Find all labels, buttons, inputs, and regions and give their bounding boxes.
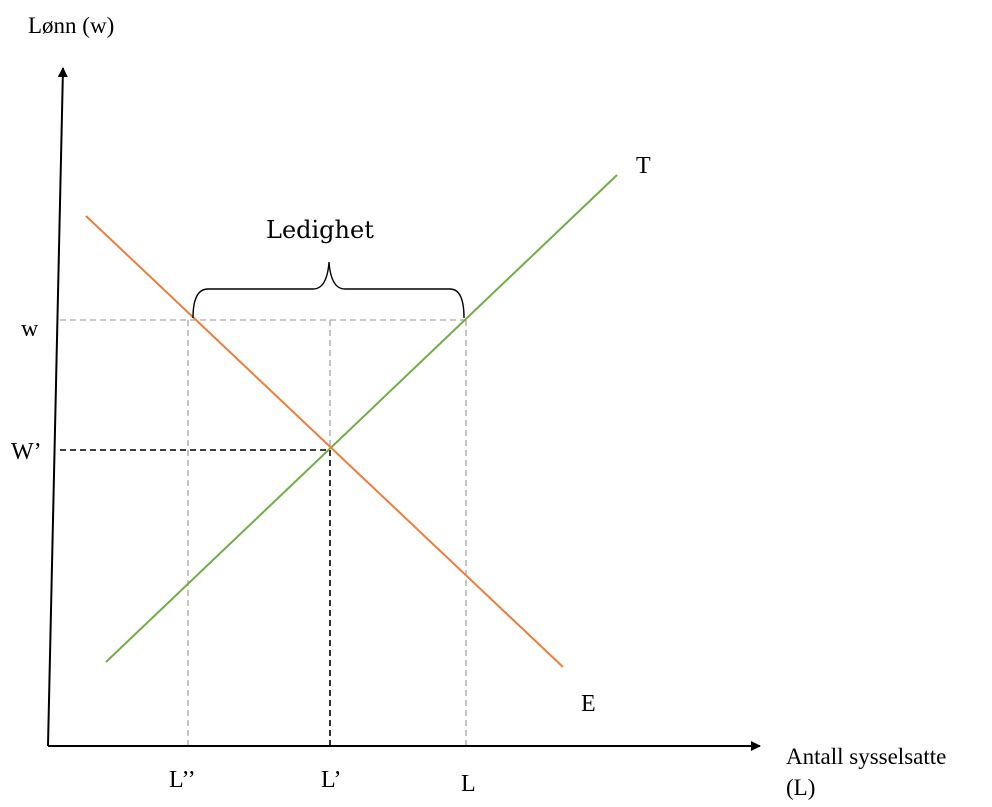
y-axis-label: Lønn (w): [28, 13, 115, 38]
y-tick-w: w: [21, 316, 39, 342]
x-tick-l: L: [461, 771, 476, 797]
supply-curve-line: [105, 174, 618, 663]
demand-curve-line: [85, 215, 564, 668]
unemployment-brace: [192, 261, 465, 319]
demand-curve-label: E: [581, 691, 596, 717]
y-axis-line: [47, 67, 68, 747]
y-tick-w-prime: W’: [11, 439, 42, 465]
supply-curve-label: T: [636, 153, 651, 179]
unemployment-label: Ledighet: [266, 216, 374, 244]
x-tick-l-double-prime: L’’: [169, 767, 196, 793]
x-tick-l-prime: L’: [321, 767, 342, 793]
x-axis-label-line2: (L): [786, 775, 816, 800]
x-axis-label-line1: Antall sysselsatte: [786, 744, 947, 769]
